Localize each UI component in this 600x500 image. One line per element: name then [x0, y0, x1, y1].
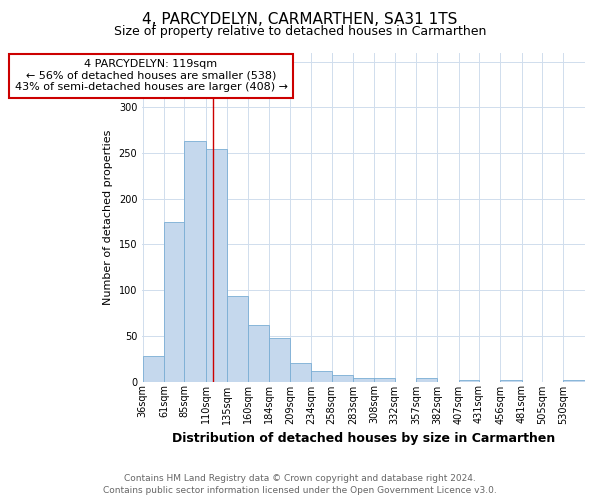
Bar	[332, 375, 353, 382]
Text: 4 PARCYDELYN: 119sqm
← 56% of detached houses are smaller (538)
43% of semi-deta: 4 PARCYDELYN: 119sqm ← 56% of detached h…	[14, 59, 287, 92]
Y-axis label: Number of detached properties: Number of detached properties	[103, 130, 113, 304]
Bar	[311, 372, 332, 382]
Text: 4, PARCYDELYN, CARMARTHEN, SA31 1TS: 4, PARCYDELYN, CARMARTHEN, SA31 1TS	[142, 12, 458, 28]
Bar	[353, 378, 374, 382]
Bar	[248, 325, 269, 382]
Bar	[184, 141, 206, 382]
Bar	[374, 378, 395, 382]
Bar	[227, 296, 248, 382]
Bar	[563, 380, 584, 382]
Bar	[269, 338, 290, 382]
Bar	[290, 363, 311, 382]
Bar	[416, 378, 437, 382]
X-axis label: Distribution of detached houses by size in Carmarthen: Distribution of detached houses by size …	[172, 432, 555, 445]
Bar	[143, 356, 164, 382]
Text: Size of property relative to detached houses in Carmarthen: Size of property relative to detached ho…	[114, 25, 486, 38]
Bar	[164, 222, 184, 382]
Bar	[206, 150, 227, 382]
Text: Contains HM Land Registry data © Crown copyright and database right 2024.
Contai: Contains HM Land Registry data © Crown c…	[103, 474, 497, 495]
Bar	[500, 380, 521, 382]
Bar	[458, 380, 479, 382]
